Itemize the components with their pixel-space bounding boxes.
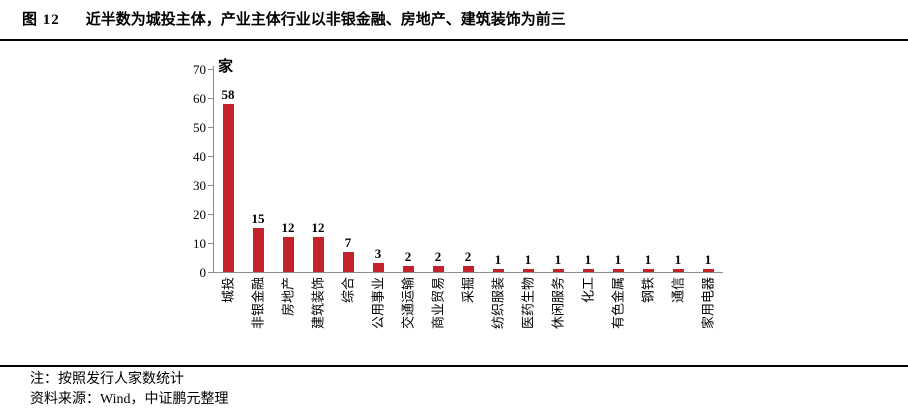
y-tick-mark bbox=[208, 69, 213, 70]
bar-chart: 家 0 10 20 30 40 50 60 70 58 城投 15 非银金融 12 房地产 12 建筑装饰 7 综… bbox=[0, 42, 908, 362]
y-tick-label: 40 bbox=[193, 149, 206, 164]
bar-通信 bbox=[672, 269, 684, 272]
y-tick-mark bbox=[208, 185, 213, 186]
y-tick-label: 30 bbox=[193, 178, 206, 193]
figure-number: 图 12 bbox=[22, 12, 60, 28]
bar-城投 bbox=[222, 104, 234, 272]
top-divider bbox=[0, 39, 908, 41]
y-tick-label: 20 bbox=[193, 207, 206, 222]
x-axis-label-综合: 综合 bbox=[340, 277, 356, 304]
y-tick-label: 10 bbox=[193, 236, 206, 251]
bar-钢铁 bbox=[642, 269, 654, 272]
bar-value-label: 2 bbox=[404, 249, 412, 264]
figure-caption: 近半数为城投主体，产业主体行业以非银金融、房地产、建筑装饰为前三 bbox=[85, 12, 566, 28]
x-axis-label-休闲服务: 休闲服务 bbox=[550, 277, 566, 330]
x-axis-label-采掘: 采掘 bbox=[460, 277, 476, 304]
bar-value-label: 1 bbox=[674, 252, 682, 267]
bar-采掘 bbox=[462, 266, 474, 272]
y-tick-label: 0 bbox=[199, 265, 207, 280]
bar-value-label: 1 bbox=[554, 252, 562, 267]
bar-value-label: 1 bbox=[494, 252, 502, 267]
bottom-divider bbox=[0, 365, 908, 367]
x-axis-label-建筑装饰: 建筑装饰 bbox=[310, 277, 326, 330]
x-axis-label-城投: 城投 bbox=[220, 277, 236, 304]
bar-公用事业 bbox=[372, 263, 384, 272]
bar-纺织服装 bbox=[492, 269, 504, 272]
bar-value-label: 1 bbox=[584, 252, 592, 267]
bar-value-label: 1 bbox=[614, 252, 622, 267]
bar-value-label: 58 bbox=[221, 87, 235, 102]
bar-非银金融 bbox=[252, 228, 264, 272]
y-tick-label: 70 bbox=[193, 62, 206, 77]
chart-notes: 注：按照发行人家数统计 资料来源：Wind，中证鹏元整理 bbox=[30, 370, 229, 410]
bar-value-label: 1 bbox=[704, 252, 712, 267]
y-tick-mark bbox=[208, 243, 213, 244]
bar-value-label: 2 bbox=[464, 249, 472, 264]
y-tick-label: 50 bbox=[193, 120, 206, 135]
bar-建筑装饰 bbox=[312, 237, 324, 272]
x-axis-label-钢铁: 钢铁 bbox=[640, 277, 656, 304]
y-axis-unit-label: 家 bbox=[218, 59, 234, 75]
bar-房地产 bbox=[282, 237, 294, 272]
bar-value-label: 3 bbox=[374, 246, 382, 261]
x-axis-label-通信: 通信 bbox=[670, 277, 686, 304]
x-axis-label-医药生物: 医药生物 bbox=[520, 277, 536, 330]
x-axis-label-化工: 化工 bbox=[580, 277, 596, 304]
bar-value-label: 1 bbox=[644, 252, 652, 267]
x-axis-label-有色金属: 有色金属 bbox=[610, 277, 626, 330]
x-axis-label-家用电器: 家用电器 bbox=[700, 277, 716, 330]
y-tick-mark bbox=[208, 98, 213, 99]
note-line: 注：按照发行人家数统计 bbox=[30, 372, 184, 387]
x-axis-label-纺织服装: 纺织服装 bbox=[490, 277, 506, 330]
y-tick-mark bbox=[208, 127, 213, 128]
y-tick-mark bbox=[208, 214, 213, 215]
bar-value-label: 12 bbox=[281, 220, 295, 235]
figure-title: 图 12 近半数为城投主体，产业主体行业以非银金融、房地产、建筑装饰为前三 bbox=[22, 8, 566, 29]
y-tick-mark bbox=[208, 156, 213, 157]
y-tick-mark bbox=[208, 272, 213, 273]
bar-休闲服务 bbox=[552, 269, 564, 272]
bar-家用电器 bbox=[702, 269, 714, 272]
x-axis-label-交通运输: 交通运输 bbox=[400, 277, 416, 330]
x-axis-label-公用事业: 公用事业 bbox=[370, 277, 386, 330]
x-axis-label-非银金融: 非银金融 bbox=[250, 277, 266, 330]
y-axis-line bbox=[213, 66, 214, 273]
bar-有色金属 bbox=[612, 269, 624, 272]
bar-value-label: 7 bbox=[344, 235, 352, 250]
bar-交通运输 bbox=[402, 266, 414, 272]
source-line: 资料来源：Wind，中证鹏元整理 bbox=[30, 392, 229, 407]
bar-value-label: 1 bbox=[524, 252, 532, 267]
x-axis-line bbox=[213, 272, 723, 273]
x-axis-label-房地产: 房地产 bbox=[280, 277, 296, 317]
bar-value-label: 12 bbox=[311, 220, 325, 235]
bar-医药生物 bbox=[522, 269, 534, 272]
y-tick-label: 60 bbox=[193, 91, 206, 106]
x-axis-label-商业贸易: 商业贸易 bbox=[430, 277, 446, 330]
bar-商业贸易 bbox=[432, 266, 444, 272]
bar-化工 bbox=[582, 269, 594, 272]
bar-value-label: 15 bbox=[251, 211, 265, 226]
bar-value-label: 2 bbox=[434, 249, 442, 264]
bar-综合 bbox=[342, 252, 354, 272]
